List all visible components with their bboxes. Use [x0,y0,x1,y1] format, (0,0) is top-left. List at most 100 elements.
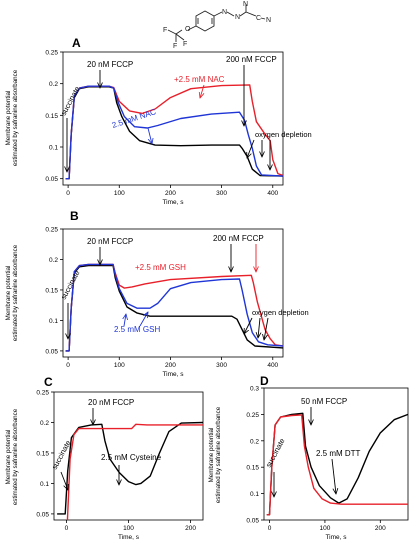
treatment-arrow-blue [124,314,126,327]
x-axis-label: Time, s [162,371,184,378]
x-tick-label: 200 [185,525,196,532]
y-axis-label-line: Membrane potential [208,428,215,483]
y-tick-label: 0.05 [36,511,49,518]
x-axis-label: Time, s [118,534,140,541]
structure-atom: N [235,14,240,21]
y-tick-label: 0.25 [246,412,259,419]
y-axis-label-line: estimated by safranine absorbance [12,408,19,505]
x-tick-label: 400 [267,190,278,197]
series-line-red [66,423,203,520]
plot-frame [62,228,284,358]
x-tick-label: 200 [375,525,386,532]
x-tick-label: 0 [66,362,70,369]
y-axis-label: Membrane potential estimated by safranine… [208,406,222,503]
panel-letter: B [70,209,79,223]
x-tick-label: 100 [114,362,125,369]
y-tick-label: 0.3 [250,386,259,393]
treatment-arrow-blue [147,127,152,144]
y-tick-label: 0.1 [49,318,58,325]
chart-panel-B: 0.05 0.1 0.15 0.2 0.25 0 100 200 300 400 Time, s Me… [5,209,284,378]
x-axis-label: Time, s [162,199,184,206]
series-line-black [65,86,283,180]
oxygen-arrow [264,317,269,340]
panel-letter: D [260,374,269,388]
y-tick-label: 0.2 [49,81,58,88]
structure-atom: F [173,43,177,50]
x-tick-label: 300 [216,190,227,197]
y-tick-label: 0.15 [246,465,259,472]
y-tick-label: 0.15 [45,113,58,120]
structure-atom: C [256,15,261,22]
treatment-label: 2.5 mM Cysteine [101,453,162,462]
treatment-arrow-blue [139,312,148,327]
y-tick-label: 0.25 [45,227,58,234]
fccp-label: 20 nM FCCP [88,398,134,407]
y-tick-label: 0.1 [250,491,259,498]
series-line-black [65,264,283,352]
series-line-blue [65,263,283,352]
y-tick-label: 0.15 [45,287,58,294]
oxygen-arrow [247,139,255,158]
x-tick-label: 400 [267,362,278,369]
plot-frame [263,387,409,521]
succinate-arrow [60,471,68,490]
y-tick-label: 0.15 [36,450,49,457]
structure-atom: F [163,27,167,34]
y-axis-label: Membrane potential estimated by safranine… [5,408,19,505]
y-tick-label: 0.25 [45,50,58,57]
y-tick-label: 0.1 [49,145,58,152]
succinate-label: succinate [59,85,82,117]
oxygen-arrow [244,317,253,334]
treatment-arrow [331,458,336,494]
x-tick-label: 200 [165,362,176,369]
fccp-label: 20 nM FCCP [87,237,133,246]
y-tick-label: 0.25 [36,390,49,397]
structure-atom: N [266,17,271,24]
y-axis-label-line: Membrane potential [5,430,12,485]
structure-atom: N [222,9,227,16]
series-line-red [65,263,283,352]
x-tick-label: 0 [268,525,272,532]
y-tick-label: 0.2 [250,438,259,445]
fccp-label: 50 nM FCCP [301,397,347,406]
y-axis-label-line: estimated by safranine absorbance [12,244,19,341]
y-axis-label-line: Membrane potential [5,91,12,146]
chart-panel-A: 0.05 0.1 0.15 0.2 0.25 0 100 200 300 400 Time, s Me… [5,36,284,206]
treatment-label-red: +2.5 mM GSH [135,263,186,272]
y-axis-label-line: estimated by safranine absorbance [215,406,222,503]
x-tick-label: 0 [66,190,70,197]
series-line-red [266,414,408,516]
chart-panel-C: 0.05 0.1 0.15 0.2 0.25 0 100 200 Time, s Membrane… [5,375,204,541]
series-line-black [266,412,408,516]
chart-panel-D: 0.05 0.1 0.15 0.2 0.25 0.3 0 100 200 Time, s Membr… [208,374,409,541]
treatment-label-blue: 2.5 mM GSH [114,325,160,334]
series-line-black [57,421,203,515]
oxygen-arrow [258,317,260,338]
fccp-label: 200 nM FCCP [226,55,277,64]
x-tick-label: 100 [114,190,125,197]
succinate-label: succinate [59,269,82,301]
y-axis-label: Membrane potential estimated by safranine… [5,244,19,341]
y-axis-label-line: estimated by safranine absorbance [12,69,19,166]
x-tick-label: 100 [123,525,134,532]
y-axis-label: Membrane potential estimated by safranine… [5,69,19,166]
plot-frame [62,51,284,186]
y-tick-label: 0.05 [45,348,58,355]
oxygen-label: oxygen depletion [252,308,309,317]
y-tick-label: 0.05 [45,176,58,183]
treatment-arrow-red [200,84,205,98]
fccp-label: 200 nM FCCP [213,234,264,243]
treatment-label: 2.5 mM DTT [316,449,361,458]
series-line-blue [65,85,283,180]
y-axis-label-line: Membrane potential [5,266,12,321]
y-tick-label: 0.1 [40,481,49,488]
chemical-structure: F F F O N N N C N [163,1,271,50]
y-tick-label: 0.2 [49,257,58,264]
structure-atom: O [185,26,191,33]
fccp-label: 20 nM FCCP [87,60,133,69]
structure-atom: F [183,41,187,48]
structure-atom: N [243,1,248,8]
x-tick-label: 200 [165,190,176,197]
treatment-label-red: +2.5 mM NAC [174,75,225,84]
